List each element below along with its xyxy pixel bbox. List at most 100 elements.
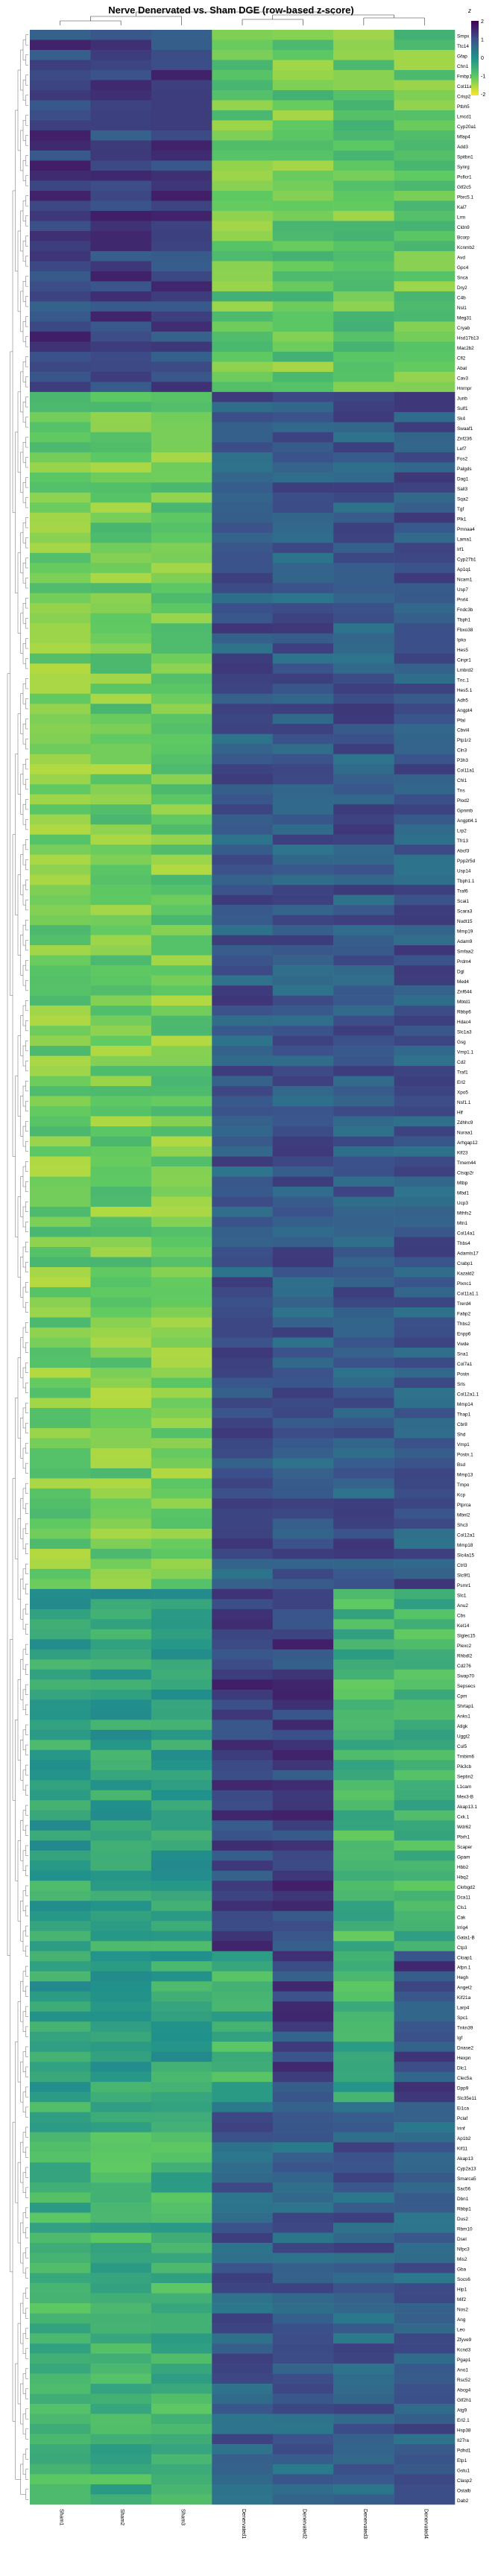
heatmap-cell (151, 2293, 212, 2304)
heatmap-cell (151, 1187, 212, 1197)
heatmap-cell (151, 2192, 212, 2203)
heatmap-cell (151, 1046, 212, 1056)
heatmap-cell (151, 140, 212, 151)
heatmap-cell (212, 2082, 274, 2092)
heatmap-cell (30, 1528, 91, 1539)
heatmap-cell (212, 1176, 274, 1187)
heatmap-cell (151, 774, 212, 785)
heatmap-cell (30, 210, 91, 221)
heatmap-cell (394, 733, 456, 745)
heatmap-cell (333, 1156, 394, 1167)
heatmap-cell (90, 1297, 152, 1308)
heatmap-cell (394, 331, 456, 342)
heatmap-cell (90, 965, 152, 976)
heatmap-cell (272, 2293, 334, 2304)
row-label: Abcg4 (457, 2388, 471, 2393)
heatmap-cell (151, 1055, 212, 1067)
heatmap-cell (151, 2273, 212, 2284)
heatmap-cell (394, 1357, 456, 1368)
heatmap-cell (394, 1991, 456, 2002)
heatmap-cell (90, 1427, 152, 1439)
heatmap-cell (394, 1277, 456, 1288)
heatmap-cell (272, 1136, 334, 1147)
heatmap-cell (90, 754, 152, 765)
heatmap-cell (333, 713, 394, 724)
heatmap-cell (30, 2464, 91, 2475)
heatmap-cell (394, 1347, 456, 1358)
heatmap-cell (30, 512, 91, 523)
heatmap-cell (272, 925, 334, 935)
heatmap-cell (272, 49, 334, 60)
heatmap-cell (90, 1910, 152, 1922)
row-label: Wdr62 (457, 1825, 471, 1830)
row-label: Nsl1 (457, 306, 467, 311)
heatmap-cell (212, 733, 274, 745)
heatmap-cell (394, 422, 456, 433)
heatmap-cell (90, 1216, 152, 1228)
heatmap-cell (333, 2232, 394, 2244)
heatmap-cell (30, 482, 91, 493)
heatmap-cell (151, 2364, 212, 2374)
heatmap-cell (30, 1619, 91, 1630)
heatmap-cell (333, 764, 394, 774)
row-label: Igf (457, 2036, 462, 2041)
heatmap-cell (30, 362, 91, 373)
heatmap-cell (272, 814, 334, 825)
heatmap-cell (90, 744, 152, 755)
heatmap-cell (394, 432, 456, 443)
heatmap-cell (30, 69, 91, 80)
heatmap-cell (272, 1840, 334, 1852)
heatmap-cell (333, 995, 394, 1006)
heatmap-cell (272, 1448, 334, 1459)
heatmap-cell (272, 351, 334, 362)
heatmap-cell (333, 1931, 394, 1942)
heatmap-cell (272, 1568, 334, 1579)
heatmap-cell (151, 1126, 212, 1137)
heatmap-cell (30, 523, 91, 534)
heatmap-cell (394, 1971, 456, 1982)
row-label: L1cam (457, 1784, 471, 1790)
heatmap-cell (212, 230, 274, 242)
heatmap-cell (151, 1076, 212, 1087)
heatmap-cell (90, 2001, 152, 2012)
heatmap-cell (151, 250, 212, 262)
heatmap-cell (151, 985, 212, 996)
heatmap-cell (212, 1357, 274, 1368)
heatmap-cell (212, 1971, 274, 1982)
heatmap-cell (394, 492, 456, 503)
heatmap-cell (151, 955, 212, 966)
heatmap-cell (212, 1679, 274, 1690)
heatmap-cell (30, 2182, 91, 2193)
heatmap-cell (151, 1689, 212, 1700)
heatmap-cell (394, 241, 456, 252)
heatmap-cell (30, 532, 91, 543)
heatmap-cell (212, 1448, 274, 1459)
row-label: Mbtd1 (457, 1000, 470, 1005)
heatmap-cell (90, 865, 152, 875)
heatmap-cell (212, 2132, 274, 2143)
heatmap-cell (212, 281, 274, 292)
heatmap-cell (212, 442, 274, 453)
heatmap-cell (272, 523, 334, 534)
heatmap-cell (30, 724, 91, 735)
row-label: Cloap1 (457, 1955, 473, 1960)
heatmap-cell (394, 2082, 456, 2092)
heatmap-cell (212, 1588, 274, 1600)
heatmap-cell (30, 733, 91, 745)
row-label: Cln3 (457, 748, 467, 754)
heatmap-cell (151, 1840, 212, 1852)
heatmap-cell (151, 1227, 212, 1237)
heatmap-cell (151, 1981, 212, 1992)
heatmap-cell (333, 1910, 394, 1922)
heatmap-cell (394, 2011, 456, 2022)
heatmap-cell (394, 1116, 456, 1127)
heatmap-cell (272, 1760, 334, 1771)
heatmap-cell (272, 1407, 334, 1418)
row-label: Dnase2 (457, 2046, 473, 2051)
heatmap-cell (212, 391, 274, 402)
heatmap-cell (394, 1729, 456, 1740)
row-label: Pgap1 (457, 2358, 471, 2363)
row-label: Scai1 (457, 899, 469, 904)
heatmap-cell (272, 201, 334, 212)
